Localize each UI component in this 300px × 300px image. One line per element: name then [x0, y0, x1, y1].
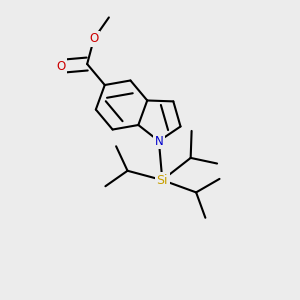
Text: N: N — [154, 135, 163, 148]
Text: Si: Si — [157, 174, 168, 187]
Text: O: O — [89, 32, 98, 45]
Text: O: O — [56, 60, 66, 73]
